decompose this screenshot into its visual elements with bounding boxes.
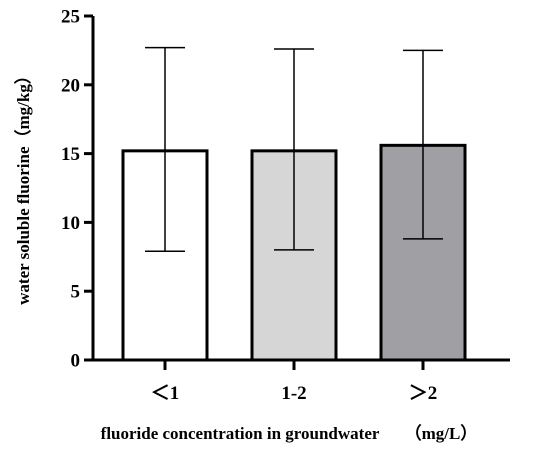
error-bars xyxy=(145,46,443,253)
y-tick-label: 25 xyxy=(61,7,80,28)
y-tick-label: 5 xyxy=(71,282,81,303)
y-axis: 0 5 10 15 20 25 xyxy=(61,7,95,372)
y-tick-label: 20 xyxy=(61,75,80,96)
x-axis-title: fluoride concentration in groundwater （m… xyxy=(101,423,478,443)
y-tick-label: 10 xyxy=(61,213,80,234)
x-tick-label: 1-2 xyxy=(281,383,306,404)
x-tick-label: ＞2 xyxy=(409,383,438,404)
y-axis-title: water soluble fluorine（mg/kg） xyxy=(13,67,33,305)
x-axis: ＜1 1-2 ＞2 xyxy=(91,358,510,404)
y-tick-label: 15 xyxy=(61,144,80,165)
x-tick-label: ＜1 xyxy=(151,383,180,404)
y-tick-label: 0 xyxy=(71,351,81,372)
